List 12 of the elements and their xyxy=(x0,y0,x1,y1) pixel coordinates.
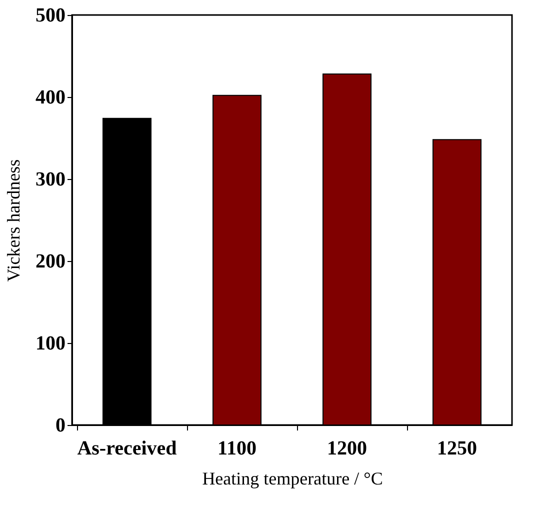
y-tick-label: 300 xyxy=(36,168,66,190)
x-axis-title: Heating temperature / °C xyxy=(202,468,383,488)
y-tick-label: 200 xyxy=(36,250,66,272)
x-tick-label: 1100 xyxy=(218,438,256,460)
x-tick-label: 1200 xyxy=(327,438,367,460)
y-tick-label: 500 xyxy=(36,4,66,26)
y-tick-label: 100 xyxy=(36,332,66,354)
y-tick-label: 0 xyxy=(56,414,66,436)
y-tick-label: 400 xyxy=(36,86,66,108)
y-axis-title: Vickers hardness xyxy=(4,159,24,282)
x-tick-label: As-received xyxy=(77,438,177,460)
x-tick-label: 1250 xyxy=(437,438,477,460)
